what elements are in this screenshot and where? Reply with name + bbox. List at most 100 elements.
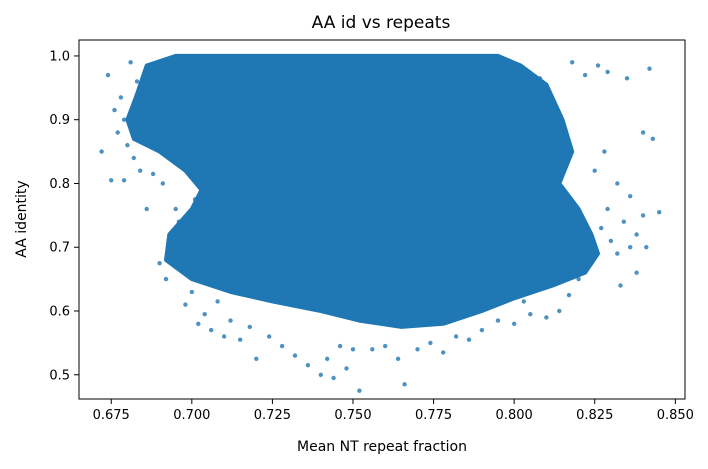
scatter-point (192, 197, 198, 202)
scatter-point (228, 318, 233, 323)
scatter-point (628, 245, 633, 250)
scatter-point (634, 232, 639, 237)
y-tick-label: 1.0 (49, 49, 70, 64)
scatter-point (167, 245, 172, 250)
y-tick-label: 0.6 (49, 305, 70, 320)
scatter-point (441, 350, 446, 355)
scatter-point (199, 216, 204, 221)
scatter-point (118, 95, 124, 100)
scatter-point (238, 337, 243, 342)
scatter-point (566, 292, 572, 298)
scatter-point (602, 149, 607, 154)
scatter-point (202, 312, 207, 317)
scatter-point (189, 289, 194, 295)
scatter-point (550, 232, 555, 237)
scatter-point (247, 324, 252, 330)
scatter-point (147, 92, 153, 97)
scatter-point (531, 206, 536, 212)
scatter-point (318, 372, 323, 377)
scatter-point (615, 251, 620, 256)
x-tick-label: 0.675 (93, 408, 130, 423)
scatter-point (134, 79, 140, 84)
scatter-point (138, 168, 143, 173)
scatter-point (628, 194, 633, 199)
scatter-point (99, 149, 104, 154)
scatter-point (650, 136, 655, 141)
scatter-point (605, 69, 610, 75)
x-axis-label: Mean NT repeat fraction (297, 439, 467, 455)
scatter-point (189, 88, 194, 94)
scatter-point (292, 353, 298, 358)
scatter-point (544, 315, 549, 320)
scatter-point (170, 232, 175, 237)
scatter-point (170, 79, 175, 84)
scatter-point (618, 283, 623, 288)
scatter-point (640, 130, 646, 135)
scatter-point (521, 299, 526, 304)
scatter-point (395, 356, 401, 361)
scatter-point (466, 337, 472, 342)
scatter-point (179, 162, 185, 167)
point-cloud (125, 53, 600, 329)
data-points (99, 56, 662, 393)
scatter-point (163, 276, 169, 282)
scatter-point (331, 375, 336, 381)
scatter-point (176, 219, 182, 224)
scatter-point (415, 347, 420, 352)
scatter-point (582, 72, 588, 78)
scatter-point (209, 327, 214, 333)
x-tick-label: 0.850 (657, 408, 694, 423)
y-tick-label: 0.8 (49, 177, 70, 192)
scatter-point (640, 213, 646, 218)
scatter-point (144, 206, 149, 212)
scatter-point (592, 168, 597, 173)
scatter-point (186, 235, 191, 240)
scatter-point (157, 261, 162, 266)
scatter-point (325, 356, 330, 361)
scatter-point (557, 308, 562, 314)
scatter-point (605, 206, 610, 212)
scatter-point (512, 321, 517, 326)
y-tick-label: 0.7 (49, 241, 70, 256)
plot-frame (78, 39, 686, 400)
scatter-point (125, 143, 130, 148)
scatter-point (370, 347, 375, 352)
scatter-point (644, 245, 649, 250)
y-tick-label: 0.9 (49, 113, 70, 128)
scatter-point (357, 388, 362, 393)
scatter-point (160, 181, 165, 186)
scatter-point (105, 72, 111, 78)
scatter-point (537, 76, 543, 81)
scatter-point (173, 206, 178, 212)
scatter-point (163, 104, 169, 110)
y-tick-label: 0.5 (49, 368, 70, 383)
scatter-point (196, 321, 201, 326)
scatter-point (383, 343, 388, 349)
scatter-point (624, 76, 630, 81)
y-axis-label: AA identity (14, 180, 30, 257)
scatter-point (528, 312, 533, 317)
scatter-point (176, 127, 182, 132)
x-tick-label: 0.775 (415, 408, 452, 423)
scatter-point (112, 107, 117, 113)
scatter-point (128, 60, 133, 65)
scatter-point (615, 181, 620, 186)
scatter-point (350, 347, 356, 352)
scatter-point (150, 171, 156, 177)
scatter-point (141, 117, 146, 122)
scatter-point (215, 299, 220, 304)
x-axis-ticks: 0.675 0.700 0.725 0.750 0.775 0.800 0.825 0.850 (93, 399, 694, 423)
scatter-point (621, 219, 626, 224)
scatter-point (179, 251, 185, 256)
scatter-point (402, 382, 407, 387)
scatter-point (131, 155, 136, 161)
scatter-point (547, 178, 552, 183)
x-tick-label: 0.825 (576, 408, 613, 423)
scatter-point (344, 366, 349, 371)
scatter-point (570, 60, 575, 65)
scatter-point (534, 117, 539, 122)
scatter-point (521, 85, 526, 91)
scatter-point (599, 225, 604, 231)
scatter-point (115, 130, 120, 135)
